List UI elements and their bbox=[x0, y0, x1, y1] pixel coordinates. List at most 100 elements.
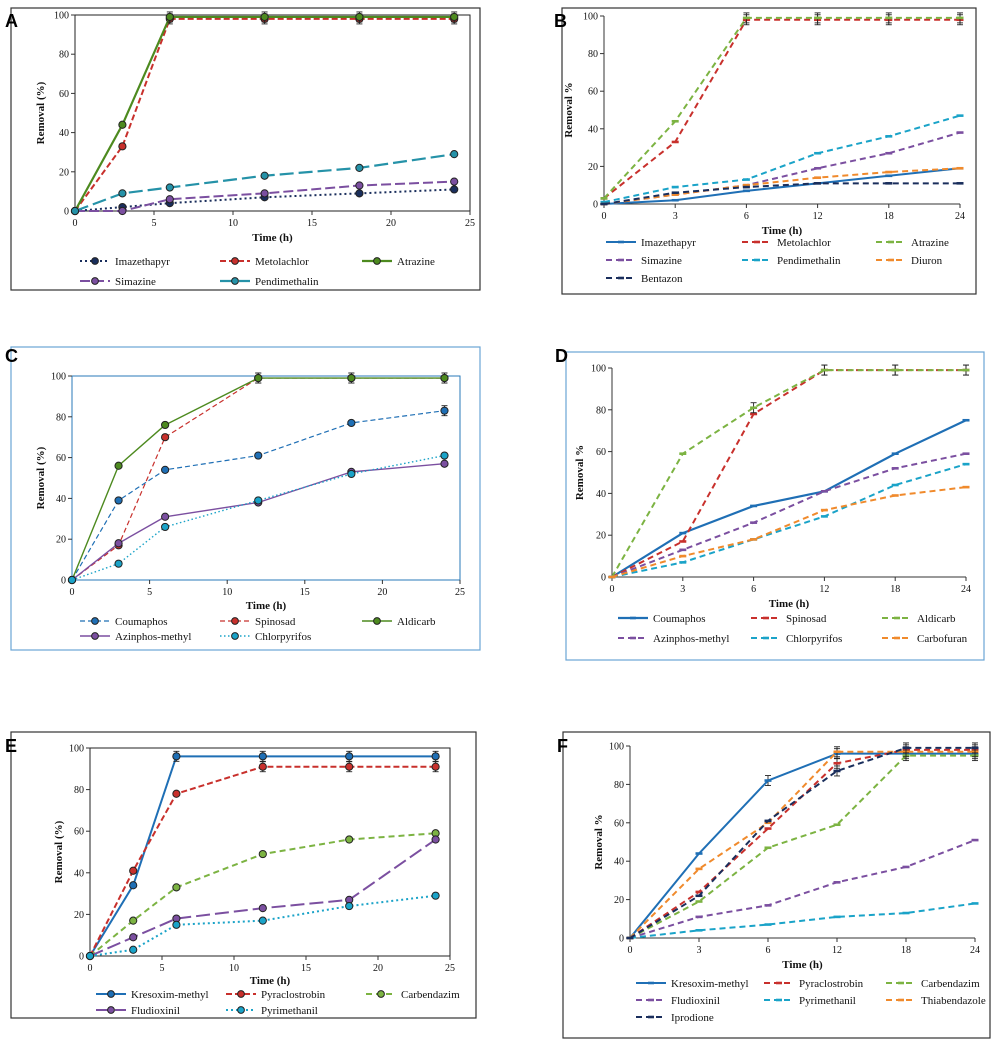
data-point bbox=[441, 460, 448, 467]
x-tick-label: 18 bbox=[890, 584, 900, 595]
legend-label: Simazine bbox=[115, 276, 156, 288]
panel-frame bbox=[562, 8, 976, 294]
panel-letter: D bbox=[555, 346, 568, 366]
data-point bbox=[166, 184, 173, 191]
y-tick-label: 80 bbox=[59, 50, 69, 61]
legend-label: Chlorpyrifos bbox=[255, 631, 311, 643]
data-point bbox=[259, 905, 266, 912]
legend-label: Atrazine bbox=[397, 256, 435, 268]
data-point bbox=[348, 470, 355, 477]
x-tick-label: 0 bbox=[628, 945, 633, 956]
legend-label: Imazethapyr bbox=[115, 256, 170, 268]
data-point bbox=[255, 497, 262, 504]
legend-swatch-marker bbox=[92, 258, 99, 265]
data-point bbox=[348, 374, 355, 381]
x-tick-label: 18 bbox=[901, 945, 911, 956]
data-point bbox=[441, 452, 448, 459]
data-point bbox=[441, 407, 448, 414]
legend-label: Imazethapyr bbox=[641, 237, 696, 249]
legend-label: Metolachlor bbox=[777, 237, 831, 249]
y-tick-label: 20 bbox=[59, 167, 69, 178]
data-point bbox=[71, 207, 78, 214]
legend-label: Simazine bbox=[641, 255, 682, 267]
data-point bbox=[451, 186, 458, 193]
x-tick-label: 5 bbox=[152, 218, 157, 229]
legend-label: Metolachlor bbox=[255, 256, 309, 268]
x-tick-label: 0 bbox=[610, 584, 615, 595]
y-tick-label: 40 bbox=[588, 124, 598, 135]
legend-label: Pyraclostrobin bbox=[261, 989, 326, 1001]
legend-label: Kresoxim-methyl bbox=[671, 978, 749, 990]
legend-label: Carbendazim bbox=[401, 989, 460, 1001]
x-tick-label: 3 bbox=[673, 211, 678, 222]
data-point bbox=[432, 836, 439, 843]
y-tick-label: 80 bbox=[74, 785, 84, 796]
legend-label: Pyrimethanil bbox=[799, 995, 856, 1007]
legend-label: Spinosad bbox=[786, 613, 827, 625]
y-tick-label: 60 bbox=[614, 818, 624, 829]
legend-swatch-marker bbox=[374, 258, 381, 265]
legend-label: Azinphos-methyl bbox=[653, 633, 729, 645]
data-point bbox=[162, 466, 169, 473]
legend-swatch-marker bbox=[92, 618, 99, 625]
y-tick-label: 40 bbox=[56, 494, 66, 505]
legend-label: Pendimethalin bbox=[777, 255, 841, 267]
figure: A0204060801000 5 10 15 20 25Time (h)Removal (… bbox=[0, 0, 996, 1046]
legend-swatch-marker bbox=[378, 991, 385, 998]
data-point bbox=[130, 934, 137, 941]
data-point bbox=[451, 151, 458, 158]
data-point bbox=[115, 462, 122, 469]
x-tick-label: 10 bbox=[229, 963, 239, 974]
panel-f: F0204060801000 3 6 12 18 24Time (h)Removal %K… bbox=[557, 732, 990, 1038]
legend-swatch-marker bbox=[374, 618, 381, 625]
panel-e: E0204060801000 5 10 15 20 25Time (h)Removal (… bbox=[5, 732, 476, 1018]
y-tick-label: 100 bbox=[591, 364, 606, 375]
data-point bbox=[346, 902, 353, 909]
data-point bbox=[356, 182, 363, 189]
legend-label: Fludioxinil bbox=[131, 1005, 180, 1017]
x-tick-label: 20 bbox=[386, 218, 396, 229]
y-tick-label: 0 bbox=[601, 573, 606, 584]
x-tick-label: 18 bbox=[884, 211, 894, 222]
x-tick-label: 0 bbox=[73, 218, 78, 229]
legend-label: Carbendazim bbox=[921, 978, 980, 990]
x-tick-label: 25 bbox=[445, 963, 455, 974]
y-tick-label: 40 bbox=[74, 868, 84, 879]
legend-label: Aldicarb bbox=[917, 613, 956, 625]
data-point bbox=[173, 884, 180, 891]
data-point bbox=[261, 172, 268, 179]
x-tick-label: 24 bbox=[955, 211, 965, 222]
panel-frame bbox=[11, 8, 480, 290]
y-axis-label: Removal (%) bbox=[35, 446, 47, 509]
panel-d: D0204060801000 3 6 12 18 24Time (h)Removal %C… bbox=[555, 346, 984, 660]
legend-label: Carbofuran bbox=[917, 633, 968, 645]
data-point bbox=[346, 763, 353, 770]
x-tick-label: 20 bbox=[377, 587, 387, 598]
legend-label: Thiabendazole bbox=[921, 995, 986, 1007]
legend-label: Coumaphos bbox=[653, 613, 706, 625]
x-tick-label: 15 bbox=[301, 963, 311, 974]
x-tick-label: 10 bbox=[228, 218, 238, 229]
data-point bbox=[166, 196, 173, 203]
y-tick-label: 0 bbox=[619, 934, 624, 945]
y-tick-label: 100 bbox=[609, 742, 624, 753]
y-tick-label: 20 bbox=[588, 162, 598, 173]
y-tick-label: 60 bbox=[56, 453, 66, 464]
y-tick-label: 0 bbox=[61, 576, 66, 587]
data-point bbox=[255, 374, 262, 381]
legend-label: Fludioxinil bbox=[671, 995, 720, 1007]
data-point bbox=[261, 190, 268, 197]
y-tick-label: 0 bbox=[79, 952, 84, 963]
legend-swatch-marker bbox=[232, 278, 239, 285]
x-axis-label: Time (h) bbox=[250, 975, 291, 987]
y-tick-label: 0 bbox=[64, 207, 69, 218]
x-tick-label: 10 bbox=[222, 587, 232, 598]
data-point bbox=[173, 753, 180, 760]
data-point bbox=[259, 850, 266, 857]
data-point bbox=[255, 452, 262, 459]
data-point bbox=[115, 540, 122, 547]
data-point bbox=[162, 513, 169, 520]
y-tick-label: 100 bbox=[51, 372, 66, 383]
legend-label: Kresoxim-methyl bbox=[131, 989, 209, 1001]
y-tick-label: 0 bbox=[593, 200, 598, 211]
